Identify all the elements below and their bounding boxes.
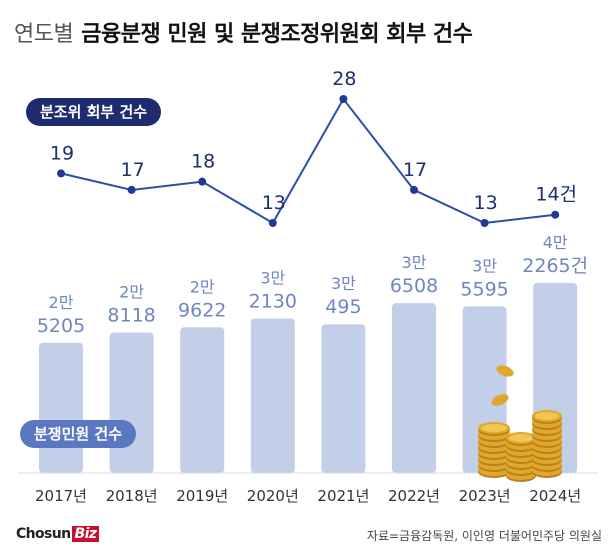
source-note: 자료=금융감독원, 이인영 더불어민주당 의원실 <box>366 529 602 543</box>
bar-4 <box>321 324 366 473</box>
brand-logo: Chosun Biz <box>16 526 100 542</box>
bar-label-upper-5: 3만 <box>402 253 427 272</box>
line-label-4: 28 <box>332 68 356 90</box>
bar-2 <box>180 327 225 473</box>
bar-label-upper-4: 3만 <box>331 274 356 293</box>
line-point-5 <box>410 185 418 194</box>
line-points <box>57 95 560 227</box>
bar-label-upper-1: 2만 <box>119 283 144 302</box>
line-series-label: 분조위 회부 건수 <box>26 98 162 126</box>
line-point-1 <box>127 185 136 194</box>
bar-series-label: 분쟁민원 건수 <box>20 420 137 448</box>
line-value-labels: 19 17 18 13 28 17 13 14건 <box>50 68 577 214</box>
coin-top <box>509 434 533 442</box>
line-point-2 <box>198 177 207 186</box>
bar-label-lower-3: 2130 <box>249 291 297 313</box>
line-point-6 <box>480 219 489 227</box>
coin-top <box>481 424 507 432</box>
x-tick-label-5: 2022년 <box>388 487 440 505</box>
line-label-2: 18 <box>191 151 215 173</box>
bar-value-labels: 2만 5205 2만 8118 2만 9622 3만 2130 3만 495 3만 6508 3만 559… <box>37 233 588 337</box>
bar-3 <box>250 318 295 473</box>
line-label-0: 19 <box>50 142 74 164</box>
bar-label-upper-0: 2만 <box>49 293 74 312</box>
x-tick-label-6: 2023년 <box>459 487 511 505</box>
chart-title-main: 금융분쟁 민원 및 분쟁조정위원회 회부 건수 <box>81 22 473 47</box>
line-label-7: 14건 <box>535 184 577 206</box>
line-label-5: 17 <box>403 159 427 181</box>
x-tick-label-2: 2019년 <box>176 487 228 505</box>
x-tick-label-1: 2018년 <box>106 487 158 505</box>
coin-falling <box>496 365 514 377</box>
coin-top <box>535 412 559 420</box>
bar-label-upper-3: 3만 <box>260 269 285 288</box>
bar-label-upper-2: 2만 <box>190 277 215 296</box>
x-tick-label-4: 2021년 <box>317 487 369 505</box>
x-axis-labels: 2017년 2018년 2019년 2020년 2021년 2022년 2023년 2024년 <box>35 487 581 505</box>
bar-1 <box>109 332 154 473</box>
line-label-6: 13 <box>474 192 498 214</box>
bar-label-lower-0: 5205 <box>37 315 85 337</box>
chart-title-prefix: 연도별 <box>14 22 74 47</box>
bar-label-lower-2: 9622 <box>178 299 226 321</box>
coin-stacks <box>478 365 562 482</box>
x-tick-label-7: 2024년 <box>529 487 581 505</box>
chart-title: 연도별 금융분쟁 민원 및 분쟁조정위원회 회부 건수 <box>14 16 473 48</box>
line-point-3 <box>268 219 277 227</box>
bar-label-lower-6: 5595 <box>460 278 508 300</box>
brand-name: Chosun <box>16 526 71 542</box>
x-tick-label-0: 2017년 <box>35 487 87 505</box>
bar-5 <box>392 303 436 473</box>
bar-label-lower-1: 8118 <box>107 305 155 327</box>
bar-0 <box>39 342 83 473</box>
line-label-1: 17 <box>121 159 145 181</box>
brand-accent: Biz <box>71 526 100 542</box>
bar-label-upper-7: 4만 <box>543 233 568 252</box>
bar-label-lower-4: 495 <box>325 296 361 318</box>
x-tick-label-3: 2020년 <box>247 487 299 505</box>
coin-falling <box>491 394 509 406</box>
line-point-0 <box>57 169 65 178</box>
bar-label-upper-6: 3만 <box>472 256 497 275</box>
line-label-3: 13 <box>262 192 286 214</box>
bar-label-lower-5: 6508 <box>390 275 438 297</box>
line-point-7 <box>551 210 560 219</box>
line-path <box>60 97 556 225</box>
line-point-4 <box>339 95 348 103</box>
bar-label-lower-7: 2265건 <box>522 255 588 277</box>
